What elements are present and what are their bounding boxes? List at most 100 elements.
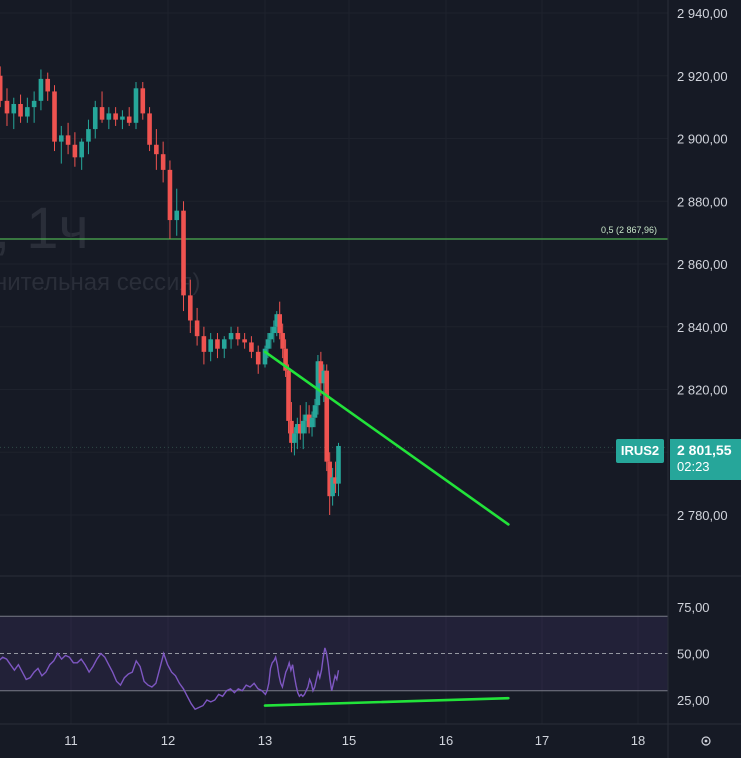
candle[interactable] [52, 85, 57, 152]
candle[interactable] [292, 427, 297, 456]
watermark-timeframe: , 1ч [0, 196, 89, 261]
rsi-line[interactable] [0, 647, 340, 711]
candle[interactable] [286, 364, 291, 434]
candle[interactable] [92, 100, 98, 139]
price-tick-label: 2 780,00 [677, 508, 728, 523]
candle[interactable] [221, 336, 227, 359]
candle[interactable] [59, 125, 64, 164]
candle-body [52, 91, 57, 142]
candle[interactable] [140, 82, 146, 120]
settings-icon[interactable] [701, 736, 711, 746]
candle[interactable] [228, 326, 234, 349]
candle[interactable] [201, 326, 207, 365]
candle[interactable] [11, 97, 17, 130]
rsi-trendline[interactable] [263, 696, 510, 707]
candle[interactable] [113, 107, 118, 126]
candle-body [333, 477, 338, 484]
candle[interactable] [99, 91, 105, 123]
candle[interactable] [295, 417, 300, 450]
candle[interactable] [280, 323, 285, 359]
candle[interactable] [174, 188, 180, 236]
candle[interactable] [321, 364, 327, 403]
candle[interactable] [4, 88, 10, 126]
candle[interactable] [262, 345, 268, 368]
candle[interactable] [188, 279, 193, 334]
candle-body [297, 424, 303, 434]
candle[interactable] [25, 97, 30, 123]
candle[interactable] [147, 107, 152, 152]
candle[interactable] [312, 398, 318, 428]
symbol-tag[interactable]: IRUS2 [616, 439, 664, 463]
candle[interactable] [289, 402, 294, 453]
rsi-axis[interactable]: 75,00 50,00 25,00 [677, 600, 710, 708]
last-price-tag[interactable]: 2 801,55 02:23 [670, 439, 741, 480]
candle[interactable] [38, 69, 44, 111]
candle[interactable] [315, 354, 321, 415]
candle[interactable] [300, 414, 306, 450]
price-axis[interactable]: 2 940,00 2 920,00 2 900,00 2 880,00 2 860,00… [677, 6, 728, 523]
candle[interactable] [194, 307, 200, 346]
candle[interactable] [336, 442, 341, 497]
candle-body [147, 113, 152, 145]
candle-body [303, 414, 309, 421]
candle-body [174, 210, 180, 221]
candle[interactable] [249, 336, 254, 359]
candle-body [280, 333, 285, 349]
price-tick-label: 2 880,00 [677, 194, 728, 209]
candle[interactable] [303, 402, 309, 434]
candle-body [265, 339, 271, 349]
candle[interactable] [333, 461, 338, 494]
candle[interactable] [120, 110, 125, 130]
symbol-tag-label: IRUS2 [620, 443, 660, 458]
candle[interactable] [72, 132, 78, 167]
candle[interactable] [277, 301, 282, 340]
candle[interactable] [154, 129, 159, 170]
candle-body [249, 342, 254, 352]
trendlines[interactable] [263, 350, 510, 707]
candle[interactable] [271, 320, 277, 343]
candle-body [228, 333, 234, 340]
candle[interactable] [318, 351, 324, 396]
price-tick-label: 2 940,00 [677, 6, 728, 21]
candle[interactable] [106, 107, 112, 130]
candle[interactable] [45, 72, 51, 101]
candle[interactable] [18, 94, 23, 123]
candle[interactable] [255, 345, 261, 374]
rsi-tick-label: 50,00 [677, 647, 710, 662]
candle[interactable] [242, 333, 247, 349]
candle[interactable] [126, 107, 132, 126]
candle[interactable] [309, 411, 315, 437]
candle[interactable] [79, 138, 84, 170]
candle[interactable] [0, 66, 3, 108]
time-axis[interactable]: 11 12 13 15 16 17 18 [64, 733, 645, 748]
candle[interactable] [133, 82, 139, 130]
watermark-session: нительная сессия) [0, 269, 200, 296]
candle[interactable] [297, 405, 303, 440]
candle[interactable] [283, 339, 288, 377]
candle[interactable] [181, 201, 186, 312]
candle[interactable] [324, 364, 330, 472]
fib-level-label: 0,5 (2 867,96) [601, 225, 657, 235]
candle[interactable] [327, 452, 332, 515]
candle-body [295, 424, 300, 434]
candle[interactable] [65, 122, 71, 155]
candle[interactable] [31, 91, 37, 123]
candle[interactable] [215, 333, 220, 359]
candle[interactable] [160, 141, 166, 183]
candle[interactable] [274, 311, 280, 337]
price-tick-label: 2 860,00 [677, 257, 728, 272]
last-price-value: 2 801,55 [677, 442, 732, 458]
rsi-series[interactable] [0, 647, 340, 711]
candlestick-series[interactable] [0, 19, 341, 515]
candle[interactable] [268, 326, 274, 349]
candle[interactable] [235, 326, 241, 346]
candle[interactable] [86, 119, 91, 155]
candle[interactable] [306, 405, 312, 434]
price-trendline[interactable] [263, 350, 510, 526]
fib-level[interactable]: 0,5 (2 867,96) [0, 225, 668, 240]
candle[interactable] [208, 333, 213, 362]
candle[interactable] [330, 467, 335, 506]
candle[interactable] [167, 160, 173, 239]
